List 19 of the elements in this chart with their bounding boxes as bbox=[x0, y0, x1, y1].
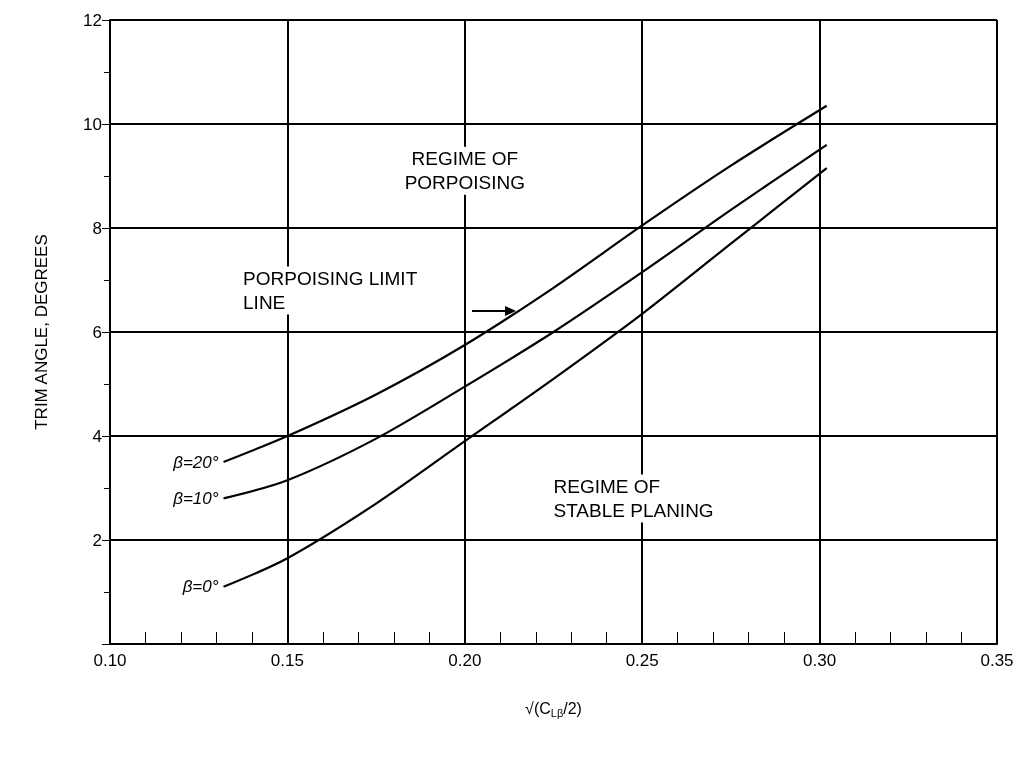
y-tick-label: 8 bbox=[92, 218, 102, 238]
series-label: β=20° bbox=[172, 452, 219, 472]
annotation: PORPOISING LIMIT LINE bbox=[243, 267, 418, 313]
x-tick-label: 0.20 bbox=[448, 651, 482, 670]
y-tick-label: 2 bbox=[92, 530, 102, 550]
x-tick-label: 0.25 bbox=[625, 651, 659, 670]
x-tick-label: 0.10 bbox=[93, 651, 127, 670]
annotation: REGIME OF PORPOISING bbox=[404, 148, 525, 194]
y-tick-label: 10 bbox=[83, 114, 102, 134]
y-tick-label: 4 bbox=[92, 426, 102, 446]
annotation: REGIME OF STABLE PLANING bbox=[553, 475, 714, 521]
y-axis-title: TRIM ANGLE, DEGREES bbox=[32, 234, 51, 430]
series-label: β=0° bbox=[181, 577, 219, 597]
y-tick-label: 6 bbox=[92, 322, 102, 342]
series-label: β=10° bbox=[172, 488, 219, 508]
y-tick-label: 12 bbox=[83, 10, 102, 30]
x-tick-label: 0.15 bbox=[270, 651, 304, 670]
x-tick-label: 0.35 bbox=[980, 651, 1014, 670]
x-tick-label: 0.30 bbox=[803, 651, 837, 670]
